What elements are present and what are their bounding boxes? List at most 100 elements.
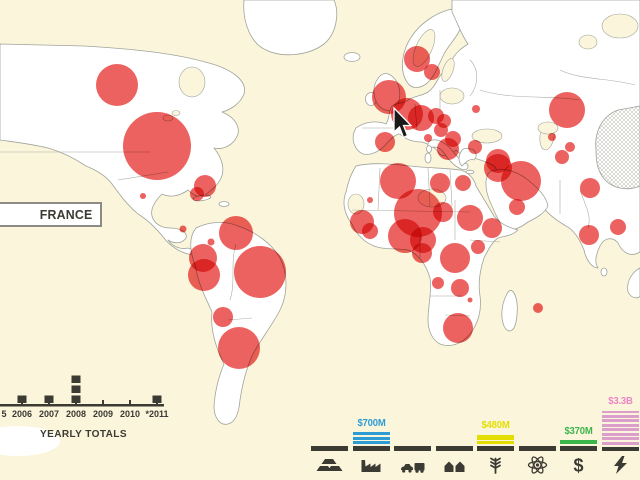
country-bubble[interactable] <box>434 123 448 137</box>
country-bubble[interactable] <box>362 223 378 239</box>
legend-item-dollar[interactable]: $370M $ <box>560 396 597 476</box>
yearly-totals-title: YEARLY TOTALS <box>40 428 127 440</box>
dollar-icon: $ <box>560 454 597 476</box>
year-tick-label: 2006 <box>12 409 32 419</box>
legend-item-wheat[interactable]: $480M <box>477 396 514 476</box>
label-blob <box>0 426 60 456</box>
country-bubble[interactable] <box>367 197 373 203</box>
country-bubble[interactable] <box>555 150 569 164</box>
legend-stripe <box>477 434 514 440</box>
legend-value: $700M <box>356 417 386 429</box>
island-sri-lanka <box>600 267 608 277</box>
legend-stripe <box>352 441 390 444</box>
legend-item-vehicles[interactable] <box>394 396 431 476</box>
island-sardinia <box>424 152 432 164</box>
country-bubble[interactable] <box>549 92 585 128</box>
legend-item-gold-bars[interactable] <box>311 396 348 476</box>
hovered-country-label: FRANCE <box>0 202 102 227</box>
year-tick-label: 2008 <box>66 409 86 419</box>
houses-icon <box>436 454 473 476</box>
legend-baseline-bar <box>560 446 597 451</box>
country-bubble[interactable] <box>579 225 599 245</box>
country-bubble[interactable] <box>548 133 556 141</box>
country-bubble[interactable] <box>190 187 204 201</box>
legend-stripe <box>352 436 390 440</box>
yearly-totals-chart: 5 2006 2007 2008 2009 2010 *2011 <box>0 368 190 424</box>
country-bubble[interactable] <box>433 202 453 222</box>
country-bubble[interactable] <box>218 327 260 369</box>
hatched-region <box>595 105 640 190</box>
sector-legend: $700M $480M $370M $ $3.3B <box>311 396 640 476</box>
svg-text:$: $ <box>573 456 583 476</box>
country-bubble[interactable] <box>140 193 146 199</box>
legend-item-factory[interactable]: $700M <box>352 396 390 476</box>
legend-baseline-bar <box>518 446 556 451</box>
legend-stripe <box>601 410 639 414</box>
country-bubble[interactable] <box>451 279 469 297</box>
continent-north-america <box>0 43 245 255</box>
island-corsica <box>426 145 432 153</box>
legend-baseline-bar <box>394 446 431 451</box>
year-tick-label: 2009 <box>93 409 113 419</box>
legend-stripe <box>477 441 514 444</box>
legend-stripe <box>560 440 597 444</box>
legend-item-houses[interactable] <box>435 396 473 476</box>
country-bubble[interactable] <box>188 259 220 291</box>
legend-item-lightning[interactable]: $3.3B <box>601 396 639 476</box>
country-bubble[interactable] <box>471 240 485 254</box>
country-bubble[interactable] <box>430 173 450 193</box>
yearly-totals-axis: 5 2006 2007 2008 2009 2010 *2011 <box>0 375 169 419</box>
gold-bars-icon <box>311 454 348 476</box>
country-bubble[interactable] <box>213 307 233 327</box>
legend-baseline-bar <box>352 446 390 451</box>
legend-value: $480M <box>481 420 510 431</box>
country-bubble[interactable] <box>468 140 482 154</box>
country-bubble[interactable] <box>482 218 502 238</box>
country-bubble[interactable] <box>565 142 575 152</box>
vehicles-icon <box>394 454 431 476</box>
legend-stripe <box>352 432 390 435</box>
legend-stripe <box>601 428 639 432</box>
country-bubble[interactable] <box>457 205 483 231</box>
country-bubble[interactable] <box>96 64 138 106</box>
island-hispaniola <box>218 201 230 207</box>
country-bubble[interactable] <box>533 303 543 313</box>
legend-baseline-bar <box>477 446 514 451</box>
legend-baseline-bar <box>435 446 473 451</box>
country-bubble[interactable] <box>432 277 444 289</box>
country-bubble[interactable] <box>424 134 432 142</box>
country-bubble[interactable] <box>412 243 432 263</box>
legend-stripe <box>601 432 639 436</box>
country-bubble[interactable] <box>443 313 473 343</box>
country-bubble[interactable] <box>219 216 253 250</box>
country-bubble[interactable] <box>424 64 440 80</box>
legend-value: $370M <box>564 425 593 437</box>
legend-item-atom[interactable] <box>518 396 556 476</box>
legend-baseline-bar <box>311 446 348 451</box>
island-iceland <box>343 52 361 62</box>
factory-icon <box>353 454 390 476</box>
country-bubble[interactable] <box>610 219 626 235</box>
legend-value: $3.3B <box>607 396 633 408</box>
country-bubble[interactable] <box>440 243 470 273</box>
legend-stripe <box>601 419 639 423</box>
country-bubble[interactable] <box>207 238 215 246</box>
country-bubble[interactable] <box>234 246 286 298</box>
country-bubble[interactable] <box>123 112 191 180</box>
country-bubble[interactable] <box>455 175 471 191</box>
country-bubble[interactable] <box>509 199 525 215</box>
year-tick-label: 5 <box>1 409 6 419</box>
country-bubble[interactable] <box>380 163 416 199</box>
country-bubble[interactable] <box>580 178 600 198</box>
country-bubble[interactable] <box>472 105 480 113</box>
legend-stripe <box>601 414 639 418</box>
country-bubble[interactable] <box>375 132 395 152</box>
country-bubble[interactable] <box>408 105 434 131</box>
year-tick-label: *2011 <box>145 409 168 419</box>
country-bubble[interactable] <box>179 225 187 233</box>
country-bubble[interactable] <box>501 161 541 201</box>
country-bubble[interactable] <box>404 46 430 72</box>
country-bubble[interactable] <box>445 131 461 147</box>
mouse-cursor <box>393 106 413 139</box>
country-bubble[interactable] <box>467 297 473 303</box>
